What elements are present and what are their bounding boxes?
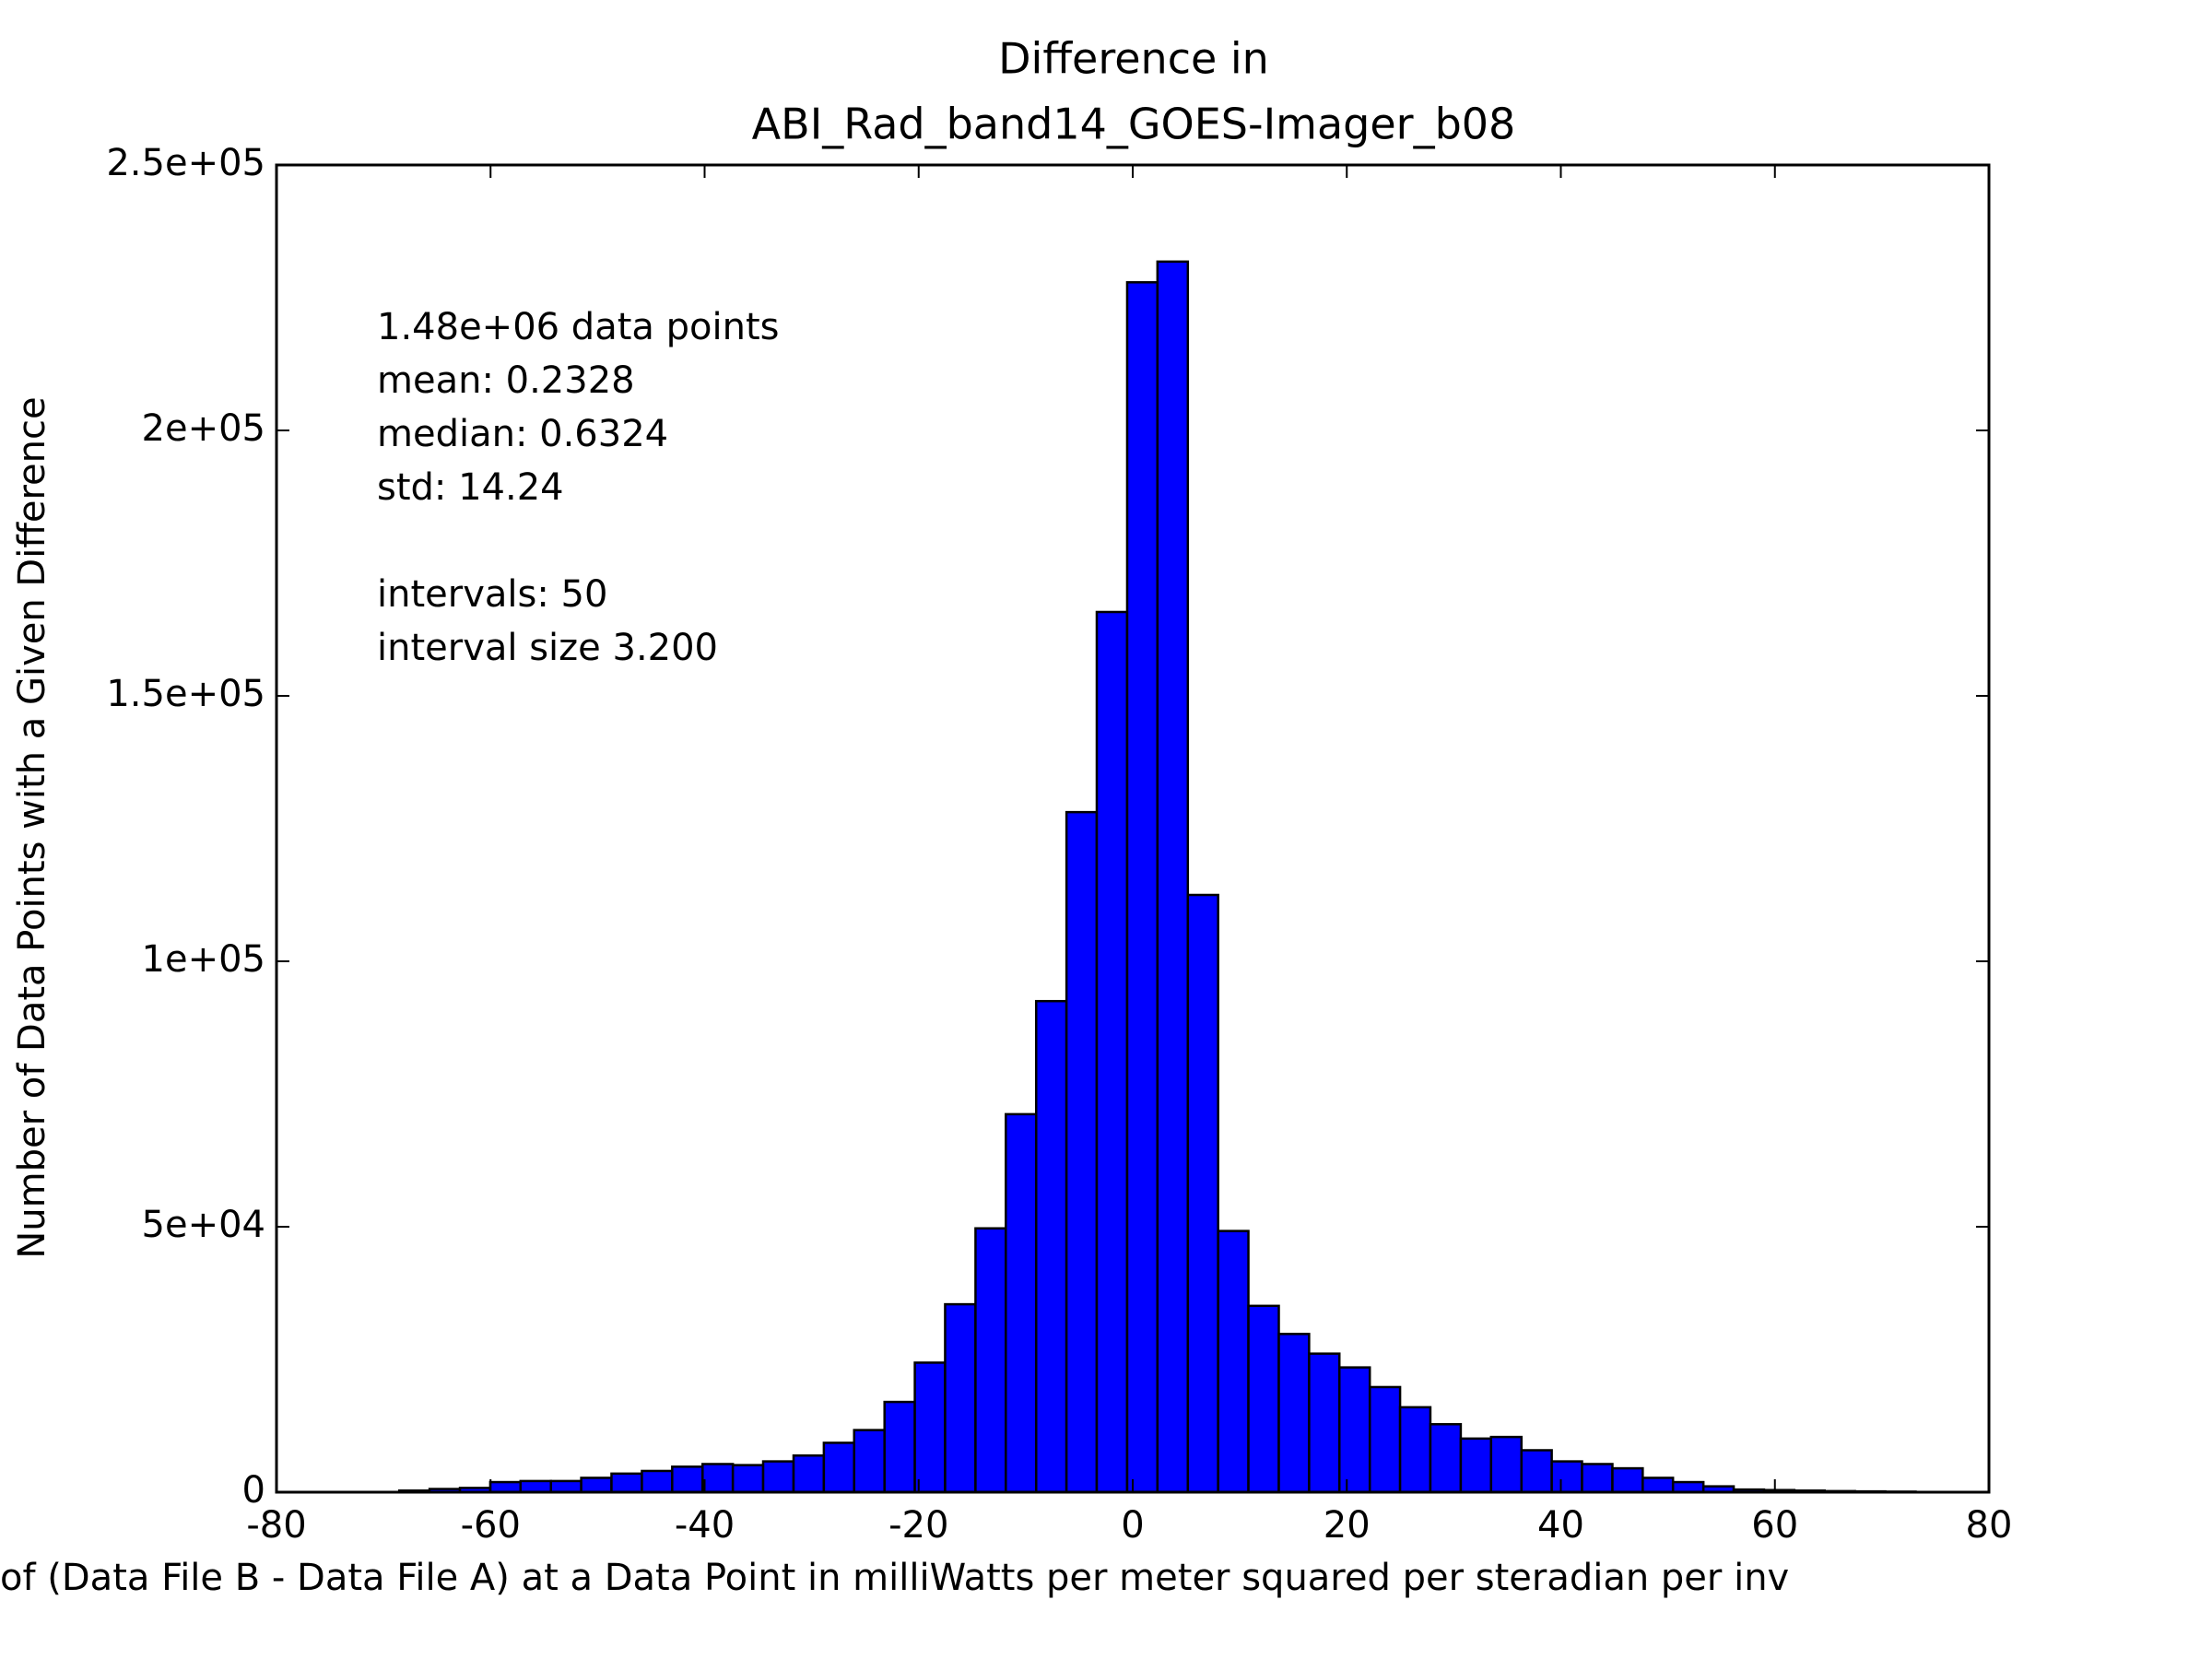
- chart-title: ABI_Rad_band14_GOES-Imager_b08: [752, 100, 1516, 149]
- x-tick-label: -60: [461, 1504, 521, 1547]
- x-tick-label: -20: [888, 1504, 948, 1547]
- y-tick-label: 2.5e+05: [106, 142, 265, 184]
- bar: [519, 1479, 552, 1494]
- bar: [1489, 1435, 1524, 1494]
- bar: [1337, 1366, 1371, 1494]
- bar: [1398, 1406, 1432, 1494]
- bar: [1308, 1352, 1341, 1494]
- bar: [701, 1463, 735, 1494]
- bar: [1611, 1466, 1644, 1494]
- bar: [641, 1469, 674, 1494]
- bar: [853, 1429, 886, 1494]
- bar: [944, 1302, 977, 1494]
- bar: [883, 1400, 916, 1494]
- bar: [1459, 1437, 1493, 1494]
- y-tick-label: 0: [242, 1469, 265, 1512]
- bar: [1550, 1460, 1583, 1494]
- bar: [1520, 1449, 1553, 1494]
- annotation: std: 14.24: [377, 466, 564, 509]
- annotation: median: 0.6324: [377, 413, 668, 455]
- bar: [1277, 1333, 1311, 1494]
- x-tick-label: 40: [1537, 1504, 1584, 1547]
- y-tick-label: 1e+05: [142, 938, 265, 981]
- bar: [1641, 1477, 1675, 1494]
- bar: [822, 1441, 855, 1494]
- x-tick-label: 80: [1966, 1504, 2013, 1547]
- x-axis-label: of (Data File B - Data File A) at a Data…: [0, 1557, 1789, 1599]
- bar: [1065, 810, 1099, 1494]
- bar: [731, 1464, 765, 1494]
- x-tick-label: 60: [1751, 1504, 1798, 1547]
- bar: [671, 1465, 704, 1494]
- bar: [792, 1454, 826, 1494]
- bar: [1035, 999, 1068, 1494]
- bar: [974, 1227, 1007, 1494]
- bar: [1217, 1230, 1250, 1494]
- annotation: 1.48e+06 data points: [377, 306, 779, 348]
- bar: [913, 1361, 947, 1494]
- x-tick-label: 0: [1121, 1504, 1144, 1547]
- bar: [1095, 610, 1129, 1494]
- x-tick-label: -40: [675, 1504, 735, 1547]
- bar: [488, 1480, 523, 1494]
- plot-frame: [275, 163, 1991, 1494]
- bar: [610, 1472, 643, 1494]
- y-axis-label: Number of Data Points with a Given Diffe…: [11, 396, 53, 1258]
- y-tick-label: 2e+05: [142, 407, 265, 450]
- annotation: interval size 3.200: [377, 627, 718, 669]
- bar: [1368, 1385, 1402, 1494]
- annotation: intervals: 50: [377, 573, 607, 616]
- x-tick-label: 20: [1324, 1504, 1371, 1547]
- bar: [1581, 1463, 1614, 1494]
- bar: [1005, 1112, 1038, 1494]
- bar: [1247, 1304, 1280, 1494]
- chart-title: Difference in: [998, 34, 1269, 84]
- x-tick-label: -80: [246, 1504, 306, 1547]
- y-tick-label: 5e+04: [142, 1204, 265, 1246]
- bar: [1671, 1480, 1705, 1494]
- bar: [1186, 893, 1219, 1494]
- bar: [1156, 260, 1190, 1494]
- bar: [580, 1477, 613, 1494]
- y-tick-label: 1.5e+05: [106, 673, 265, 715]
- bar: [1125, 281, 1159, 1494]
- bar: [1429, 1423, 1463, 1494]
- bar: [549, 1479, 582, 1494]
- annotation: mean: 0.2328: [377, 359, 635, 402]
- bar: [761, 1460, 795, 1494]
